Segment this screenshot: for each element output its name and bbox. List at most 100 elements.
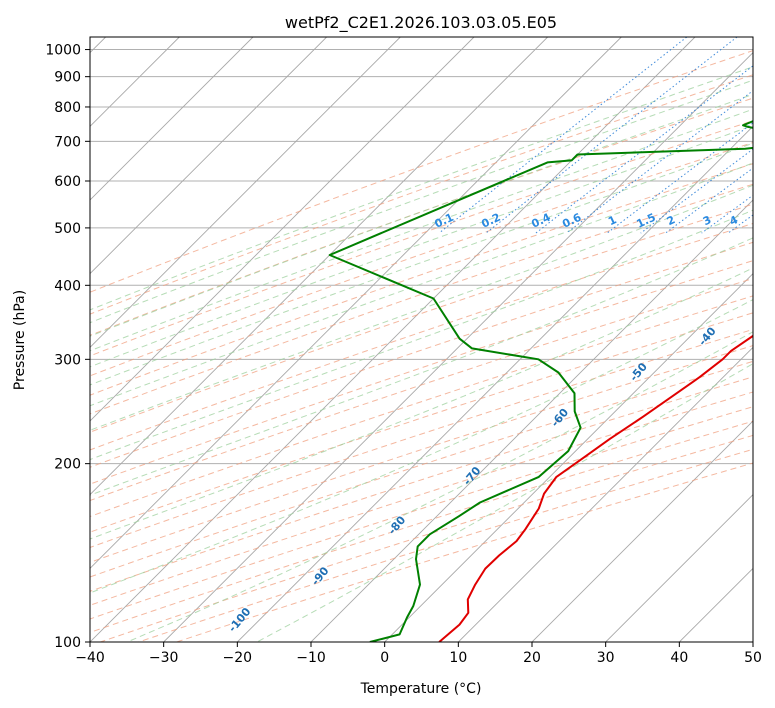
y-axis-ticks: 1000 900 800 700 600 500 400 300 200 100 (45, 43, 90, 651)
data-series (328, 120, 753, 642)
x-tick-label: 50 (744, 650, 762, 666)
isotherm-line (310, 199, 753, 642)
dry-adiabat-line (90, 406, 753, 620)
y-tick-label: 500 (54, 221, 81, 237)
dry-adiabat-line (90, 278, 753, 502)
dry-adiabat-label: -90 (309, 564, 332, 588)
mixing-ratio-line (727, 214, 753, 234)
isotherm-line (384, 273, 753, 642)
dry-adiabat-line (90, 97, 753, 336)
dry-adiabat-label: -30 (764, 293, 775, 317)
dry-adiabat-label: -40 (696, 324, 719, 348)
x-tick-label: −10 (296, 650, 326, 666)
isotherm-line (237, 125, 753, 642)
mixing-ratio-line (438, 37, 688, 234)
moist-adiabats (90, 66, 753, 642)
isotherm-line (90, 37, 475, 422)
mixing-ratio-line (767, 35, 775, 234)
x-axis-label: Temperature (°C) (360, 681, 482, 697)
isotherm-line (531, 420, 753, 642)
moist-adiabat-line (90, 267, 753, 540)
dry-adiabat-line (90, 50, 753, 293)
x-tick-label: 20 (523, 650, 541, 666)
moist-adiabat-line (90, 299, 753, 594)
x-tick-label: 40 (670, 650, 688, 666)
moist-adiabat-line (256, 363, 753, 642)
dry-adiabat-line (90, 141, 753, 377)
moist-adiabat-line (127, 331, 753, 642)
plot-area: 0.10.20.40.611.52346810131620253036-100-… (90, 35, 775, 642)
isotherm-line (752, 641, 753, 642)
y-tick-label: 300 (54, 352, 81, 368)
dry-adiabat-line (90, 241, 753, 468)
dry-adiabat-label: -60 (548, 406, 571, 430)
isotherm-line (90, 37, 696, 642)
isotherm-line (90, 37, 622, 569)
isotherm-line (605, 494, 753, 642)
mixing-ratio-label: 4 (728, 213, 741, 228)
y-tick-label: 900 (54, 70, 81, 86)
chart-title: wetPf2_C2E1.2026.103.03.05.E05 (285, 13, 557, 33)
dry-adiabat-line (90, 295, 753, 518)
x-tick-label: −40 (75, 650, 105, 666)
y-tick-label: 600 (54, 174, 81, 190)
isotherm-line (679, 567, 753, 642)
y-tick-label: 700 (54, 134, 81, 150)
dewpoint-profile-line (328, 120, 753, 642)
x-tick-label: −30 (149, 650, 179, 666)
dry-adiabat-line (90, 222, 753, 451)
dry-adiabat-line (90, 345, 753, 563)
y-tick-label: 1000 (45, 43, 81, 59)
grid-lines (90, 37, 753, 642)
dry-adiabat-line (90, 120, 753, 357)
dry-adiabat-line (90, 203, 753, 433)
mixing-ratio-label: 1 (606, 213, 618, 228)
x-tick-label: 0 (380, 650, 389, 666)
moist-adiabat-line (90, 66, 753, 311)
moist-adiabat-line (90, 124, 753, 368)
dry-adiabat-line (90, 183, 753, 415)
isotherm-line (90, 37, 548, 496)
dry-adiabat-line (90, 420, 753, 633)
dry-adiabat-line (90, 74, 753, 315)
y-tick-label: 200 (54, 457, 81, 473)
mixing-ratio-line (566, 90, 753, 234)
isotherm-line (90, 37, 327, 275)
isotherm-line (90, 37, 254, 201)
moist-adiabat-line (90, 209, 753, 461)
dry-adiabat-label: -70 (461, 464, 484, 488)
mixing-ratio-line (485, 37, 738, 234)
dry-adiabats (90, 50, 753, 642)
dry-adiabat-line (90, 328, 753, 548)
temperature-profile-line (438, 334, 753, 642)
dry-adiabat-line (90, 163, 753, 396)
mixing-ratio-line (665, 167, 753, 234)
moist-adiabat-line (90, 93, 753, 337)
dry-adiabat-line (90, 312, 753, 533)
isotherm-line (163, 52, 753, 642)
y-tick-label: 800 (54, 100, 81, 116)
mixing-ratio-label: 6 (766, 213, 775, 228)
moist-adiabat-line (90, 162, 753, 407)
dry-adiabat-line (100, 434, 753, 642)
dry-adiabat-line (90, 260, 753, 485)
y-tick-label: 400 (54, 278, 81, 294)
isotherm-line (90, 37, 401, 348)
x-tick-label: −20 (223, 650, 253, 666)
dry-adiabat-label: -80 (386, 513, 409, 537)
isotherm-line (458, 346, 753, 642)
mixing-ratio-lines (438, 35, 775, 234)
mixing-ratio-line (535, 65, 753, 234)
x-tick-label: 10 (449, 650, 467, 666)
mixing-ratio-line (640, 148, 753, 234)
moist-adiabat-line (90, 108, 753, 352)
x-tick-label: 30 (597, 650, 615, 666)
dry-adiabat-line (90, 376, 753, 592)
x-axis-ticks: −40 −30 −20 −10 0 10 20 30 40 50 (75, 642, 762, 666)
moist-adiabat-line (90, 237, 753, 496)
plot-frame (89, 36, 754, 643)
y-axis-label: Pressure (hPa) (12, 290, 28, 390)
dry-adiabat-line (90, 391, 753, 606)
dry-adiabat-line (90, 360, 753, 578)
